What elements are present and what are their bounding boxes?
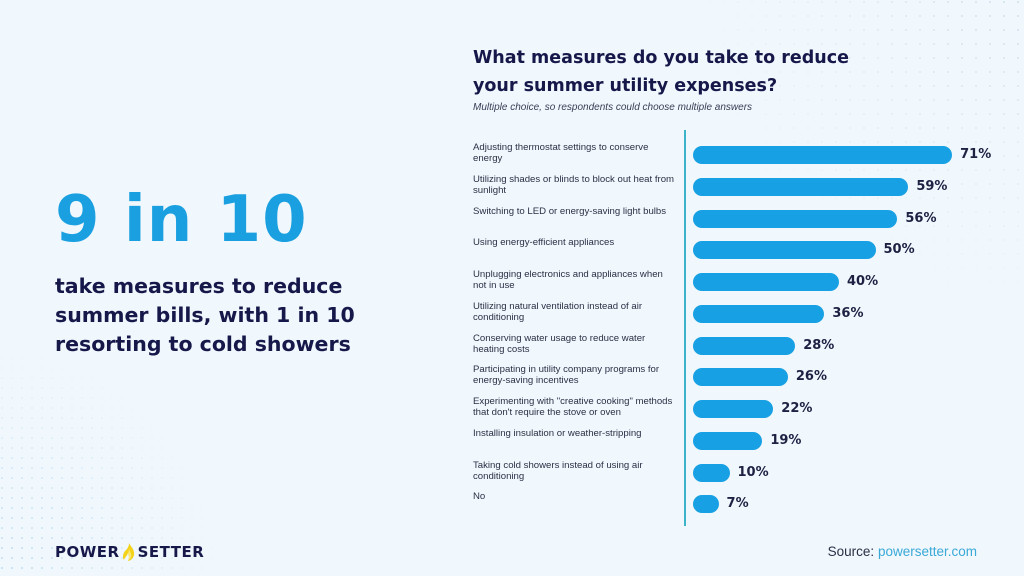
- bar: [693, 431, 763, 450]
- brand-logo-left: POWER: [55, 543, 120, 561]
- category-label: Unplugging electronics and appliances wh…: [473, 269, 663, 291]
- brand-logo-right: SETTER: [137, 543, 205, 561]
- decorative-dots-bottom-left: [0, 346, 220, 576]
- category-label: No: [473, 491, 486, 503]
- value-label: 22%: [781, 401, 813, 416]
- bar: [693, 273, 839, 291]
- bar: [693, 463, 730, 482]
- value-label: 40%: [847, 274, 879, 289]
- category-label: Switching to LED or energy-saving light …: [473, 205, 667, 217]
- bar: [693, 241, 876, 260]
- brand-logo: POWER SETTER: [55, 543, 204, 561]
- category-label: Utilizing natural ventilation instead of…: [473, 300, 643, 323]
- category-label: Using energy-efficient appliances: [473, 237, 615, 249]
- chart-subtitle: Multiple choice, so respondents could ch…: [473, 102, 753, 113]
- category-label: Experimenting with "creative cooking" me…: [473, 396, 673, 418]
- category-label: Utilizing shades or blinds to block out …: [473, 173, 675, 196]
- value-label: 7%: [726, 496, 749, 512]
- bar: [693, 209, 898, 228]
- bar: [693, 400, 774, 418]
- source-link[interactable]: powersetter.com: [877, 544, 977, 559]
- category-label: Installing insulation or weather-strippi…: [473, 427, 642, 439]
- bar: [693, 177, 909, 196]
- headline-description: take measures to reduce summer bills, wi…: [55, 274, 355, 356]
- flame-icon: [122, 543, 134, 561]
- bar: [693, 146, 953, 164]
- value-label: 56%: [905, 210, 937, 226]
- chart-title: What measures do you take to reduce your…: [473, 48, 849, 96]
- bar: [693, 304, 825, 323]
- value-label: 28%: [803, 337, 835, 353]
- bar: [693, 368, 788, 387]
- source-credit: Source: powersetter.com: [828, 544, 977, 559]
- category-label: Adjusting thermostat settings to conserv…: [473, 142, 649, 164]
- category-label: Participating in utility company program…: [473, 364, 660, 387]
- chart-axis-line: [684, 130, 686, 526]
- value-label: 19%: [770, 432, 802, 448]
- source-prefix: Source:: [827, 544, 875, 559]
- category-label: Taking cold showers instead of using air…: [473, 459, 643, 482]
- value-label: 59%: [916, 178, 948, 194]
- value-label: 36%: [832, 305, 864, 321]
- category-label: Conserving water usage to reduce water h…: [473, 332, 646, 355]
- bar: [693, 495, 719, 514]
- value-label: 71%: [960, 147, 992, 162]
- value-label: 10%: [737, 464, 769, 480]
- value-label: 50%: [883, 242, 915, 258]
- value-label: 26%: [795, 369, 828, 385]
- headline-stat: 9 in 10: [55, 183, 308, 257]
- bar: [693, 336, 796, 355]
